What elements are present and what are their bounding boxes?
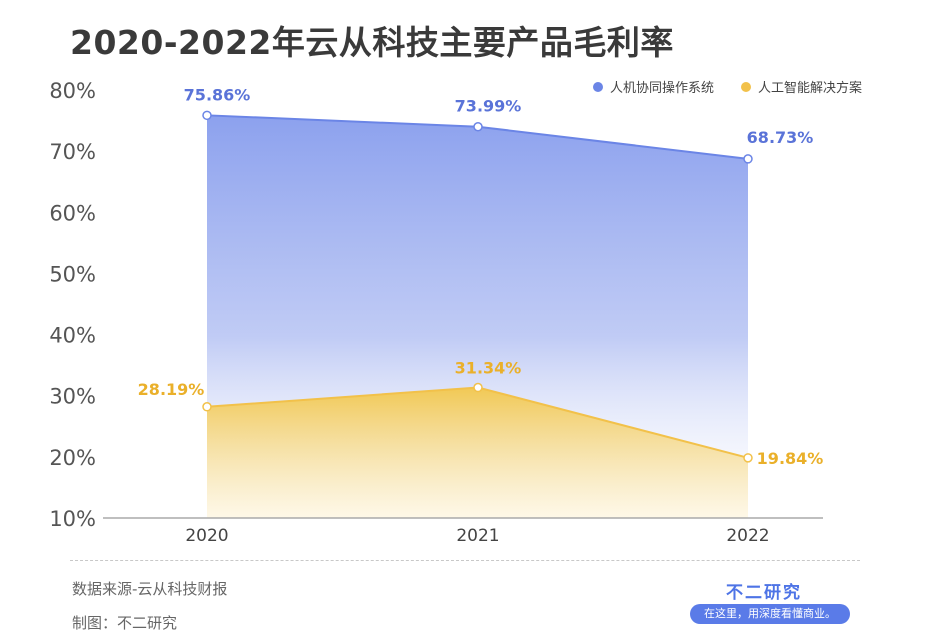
y-tick-label: 80% xyxy=(49,79,96,103)
x-axis: 2020 2021 2022 xyxy=(103,517,823,546)
footer-divider xyxy=(70,560,860,561)
series-area xyxy=(207,387,748,518)
y-tick-label: 50% xyxy=(49,262,96,286)
chart-credit: 制图：不二研究 xyxy=(72,614,178,632)
series-marks: 75.86% 73.99% 68.73% 28.19% 31.34% 19.84% xyxy=(138,85,824,468)
y-tick-label: 10% xyxy=(49,507,96,531)
data-point xyxy=(743,453,753,463)
legend-marker xyxy=(593,82,603,92)
data-label: 31.34% xyxy=(455,359,522,378)
legend-label: 人工智能解决方案 xyxy=(758,80,862,96)
x-tick-label: 2021 xyxy=(456,526,499,546)
series-areas xyxy=(207,115,748,518)
data-label: 73.99% xyxy=(455,97,522,116)
brand-slogan: 在这里，用深度看懂商业。 xyxy=(690,604,850,624)
brand-name: 不二研究 xyxy=(726,583,802,603)
y-tick-label: 30% xyxy=(49,385,96,409)
y-tick-label: 20% xyxy=(49,446,96,470)
data-label: 68.73% xyxy=(747,128,814,147)
data-source: 数据来源-云从科技财报 xyxy=(72,580,228,598)
y-tick-label: 60% xyxy=(49,201,96,225)
y-tick-label: 70% xyxy=(49,140,96,164)
x-tick-label: 2020 xyxy=(185,526,228,546)
legend-marker xyxy=(741,82,751,92)
data-point xyxy=(473,121,483,132)
x-tick-label: 2022 xyxy=(726,526,769,546)
legend: 人机协同操作系统 人工智能解决方案 xyxy=(593,80,862,96)
data-label: 28.19% xyxy=(138,380,205,399)
chart-title: 2020-2022年云从科技主要产品毛利率 xyxy=(70,23,674,62)
data-point xyxy=(473,382,483,393)
y-tick-label: 40% xyxy=(49,324,96,348)
y-axis: 10% 20% 30% 40% 50% 60% 70% 80% xyxy=(49,79,96,531)
data-point xyxy=(202,110,212,121)
data-label: 75.86% xyxy=(184,85,251,104)
data-point xyxy=(743,154,753,164)
data-label: 19.84% xyxy=(757,449,824,468)
legend-label: 人机协同操作系统 xyxy=(610,80,714,96)
data-point xyxy=(202,402,212,412)
